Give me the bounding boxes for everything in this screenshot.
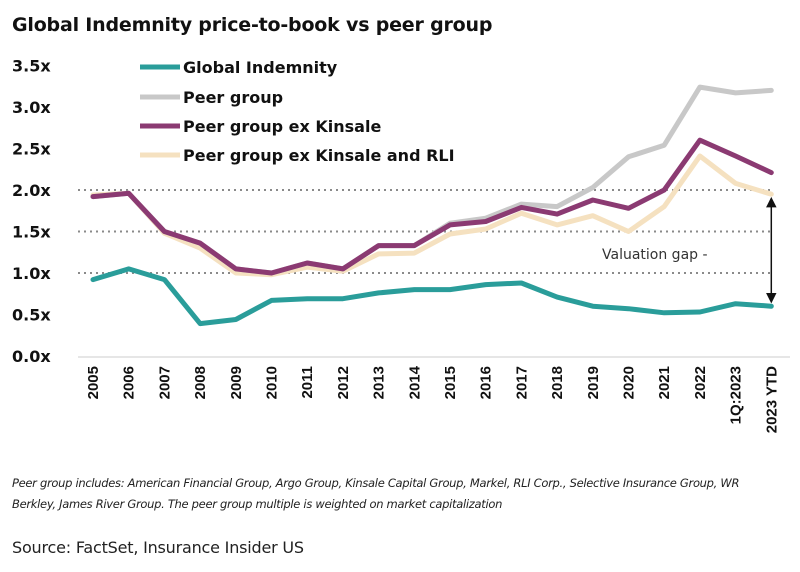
footnote: Peer group includes: American Financial … <box>12 476 740 511</box>
legend-label: Peer group <box>183 88 283 107</box>
series-line-peer-group-ex-kinsale <box>90 137 774 276</box>
y-tick-label: 0.0x <box>12 347 51 366</box>
x-tick-label: 2012 <box>335 366 352 399</box>
x-tick-label: 2008 <box>192 366 209 399</box>
y-tick-label: 3.0x <box>12 98 51 117</box>
legend-label: Peer group ex Kinsale and RLI <box>183 146 455 165</box>
legend-item-peer-group-ex-kinsale-and-rli: Peer group ex Kinsale and RLI <box>140 146 455 165</box>
legend-item-peer-group: Peer group <box>140 88 283 107</box>
y-tick-label: 2.0x <box>12 181 51 200</box>
y-tick-label: 3.5x <box>12 57 51 76</box>
x-tick-label: 2022 <box>692 366 709 399</box>
source-note: Source: FactSet, Insurance Insider US <box>12 538 304 557</box>
x-tick-label: 2010 <box>264 366 281 399</box>
x-tick-label: 1Q:2023 <box>728 366 745 424</box>
y-tick-label: 1.5x <box>12 223 51 242</box>
legend-label: Peer group ex Kinsale <box>183 117 381 136</box>
x-tick-label: 2013 <box>371 366 388 399</box>
annotations: Valuation gap - <box>602 196 777 304</box>
x-tick-label: 2021 <box>656 366 673 399</box>
x-tick-label: 2017 <box>513 366 530 399</box>
legend-item-global-indemnity: Global Indemnity <box>140 58 338 77</box>
y-axis: 0.0x 0.5x 1.0x 1.5x 2.0x 2.5x 3.0x 3.5x <box>12 57 51 367</box>
x-tick-label: 2006 <box>121 366 138 399</box>
x-tick-label: 2011 <box>299 366 316 399</box>
x-tick-label: 2015 <box>442 366 459 399</box>
x-tick-label: 2009 <box>228 366 245 399</box>
x-tick-label: 2016 <box>478 366 495 399</box>
x-tick-label: 2007 <box>156 366 173 399</box>
x-axis: 2005 2006 2007 2008 2009 2010 2011 2012 2013 2014… <box>85 365 780 433</box>
gridlines <box>78 189 770 274</box>
valuation-gap-label: Valuation gap - <box>602 247 708 263</box>
y-tick-label: 0.5x <box>12 306 51 325</box>
x-tick-label: 2014 <box>406 365 423 399</box>
series-lines <box>90 84 774 327</box>
x-tick-label: 2023 YTD <box>763 366 780 433</box>
x-tick-label: 2018 <box>549 366 566 399</box>
x-tick-label: 2019 <box>585 366 602 399</box>
y-tick-label: 1.0x <box>12 264 51 283</box>
chart-title: Global Indemnity price-to-book vs peer g… <box>12 14 493 36</box>
y-tick-label: 2.5x <box>12 140 51 159</box>
legend-item-peer-group-ex-kinsale: Peer group ex Kinsale <box>140 117 381 136</box>
series-line-global-indemnity <box>90 266 774 327</box>
line-chart: 0.0x0.5x1.0x1.5x2.0x2.5x3.0x3.5x 2005 200… <box>12 57 790 433</box>
legend: Global Indemnity Peer group Peer group ex … <box>140 58 455 165</box>
legend-label: Global Indemnity <box>183 58 338 77</box>
x-tick-label: 2020 <box>621 366 638 399</box>
series-line-peer-group-ex-kinsale-and-rli <box>90 153 774 278</box>
x-tick-label: 2005 <box>85 366 102 399</box>
